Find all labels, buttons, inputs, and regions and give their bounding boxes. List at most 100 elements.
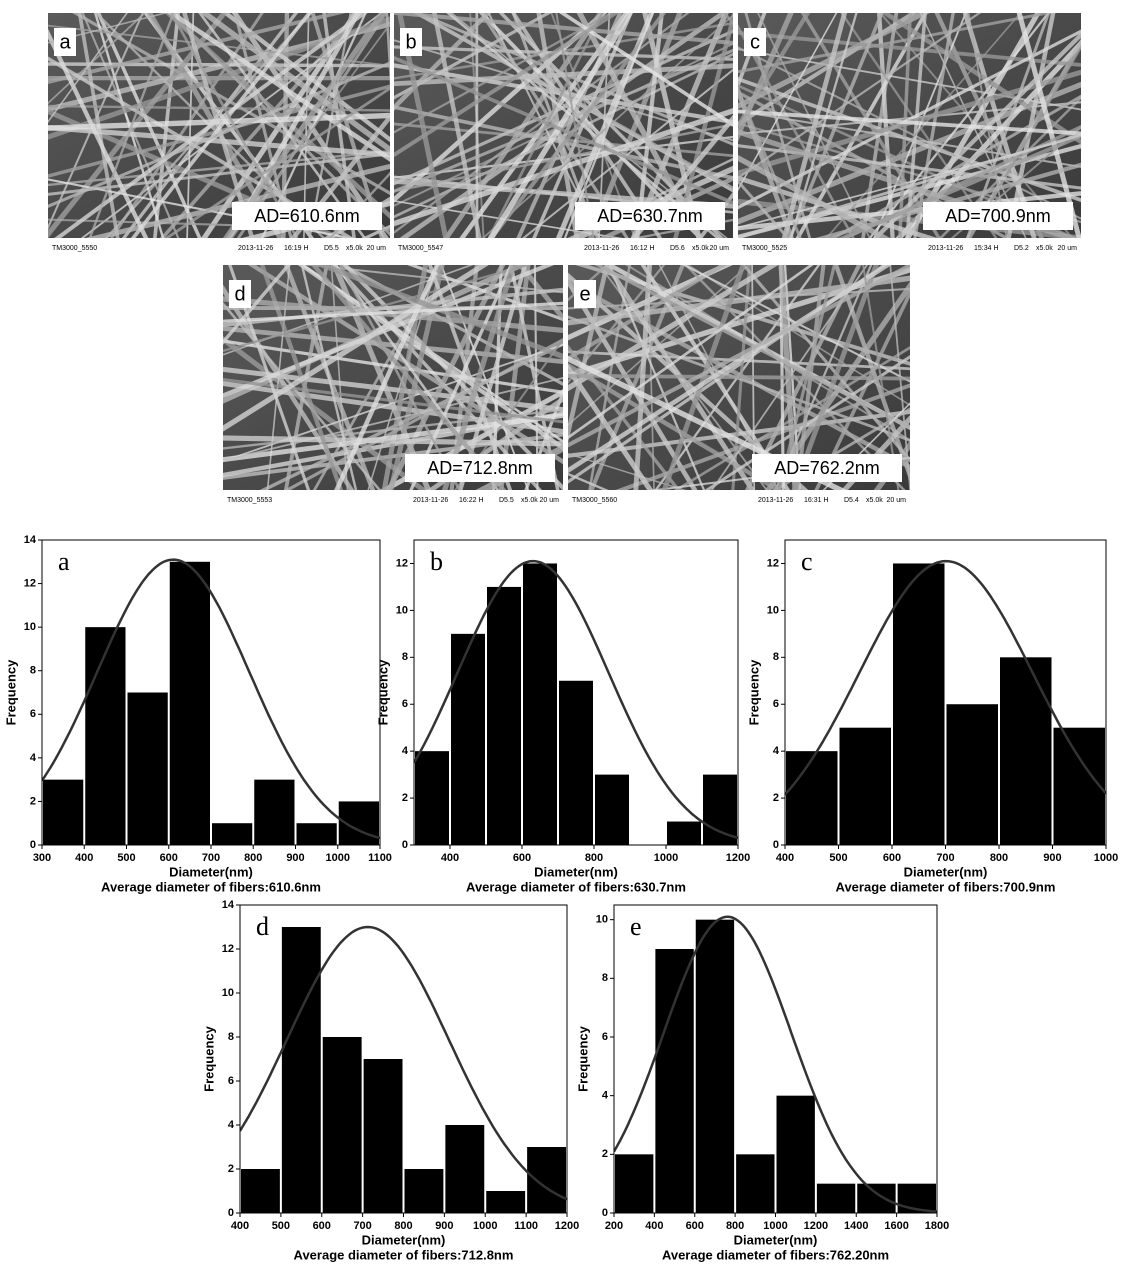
image-label: d bbox=[234, 283, 245, 305]
bar bbox=[840, 728, 892, 845]
y-tick-label: 10 bbox=[596, 914, 608, 926]
y-tick-label: 8 bbox=[228, 1031, 234, 1043]
y-tick-label: 2 bbox=[602, 1148, 608, 1160]
histogram-chart: 024681020040060080010001200140016001800e… bbox=[575, 905, 949, 1262]
y-tick-label: 6 bbox=[402, 698, 408, 710]
x-axis-label: Diameter(nm) bbox=[169, 864, 253, 879]
subtitle: Average diameter of fibers:700.9nm bbox=[836, 879, 1056, 894]
bar bbox=[85, 627, 125, 845]
y-tick-label: 14 bbox=[24, 534, 37, 546]
image-label: a bbox=[59, 31, 71, 53]
sem-footer: x5.0k bbox=[692, 245, 709, 252]
bar bbox=[786, 751, 838, 845]
sem-footer: D5.6 bbox=[670, 245, 685, 252]
bar bbox=[405, 1169, 444, 1213]
sem-footer: 2013-11-26 bbox=[584, 245, 619, 252]
sem-footer: 15:34 H bbox=[974, 245, 999, 252]
sem-footer: 20 um bbox=[367, 245, 387, 252]
y-tick-label: 0 bbox=[228, 1207, 234, 1219]
y-axis-label: Frequency bbox=[575, 1025, 590, 1092]
bar bbox=[212, 823, 252, 845]
x-tick-label: 1200 bbox=[804, 1220, 828, 1232]
bar bbox=[696, 920, 734, 1213]
x-tick-label: 600 bbox=[883, 852, 901, 864]
y-tick-label: 14 bbox=[222, 899, 235, 911]
sem-footer: 2013-11-26 bbox=[928, 245, 963, 252]
y-tick-label: 2 bbox=[773, 792, 779, 804]
bar bbox=[487, 587, 521, 845]
bar bbox=[364, 1059, 403, 1213]
y-tick-label: 10 bbox=[222, 987, 234, 999]
sem-footer: 2013-11-26 bbox=[413, 497, 448, 504]
figure: aAD=610.6nmTM3000_55502013-11-2616:19 HD… bbox=[0, 0, 1121, 1272]
y-tick-label: 8 bbox=[773, 651, 779, 663]
sem-footer: TM3000_5547 bbox=[398, 245, 443, 252]
x-tick-label: 1100 bbox=[514, 1220, 538, 1232]
bar bbox=[170, 562, 210, 845]
bar bbox=[817, 1184, 855, 1213]
x-tick-label: 800 bbox=[726, 1220, 744, 1232]
subtitle: Average diameter of fibers:610.6nm bbox=[101, 879, 321, 894]
average-diameter: AD=700.9nm bbox=[945, 206, 1051, 226]
x-tick-label: 900 bbox=[1043, 852, 1061, 864]
y-axis-label: Frequency bbox=[746, 659, 761, 726]
sem-footer: 20 um bbox=[540, 497, 560, 504]
x-tick-label: 1200 bbox=[726, 852, 750, 864]
x-tick-label: 800 bbox=[585, 852, 603, 864]
y-tick-label: 2 bbox=[228, 1163, 234, 1175]
x-tick-label: 1000 bbox=[763, 1220, 787, 1232]
sem-footer: 2013-11-26 bbox=[238, 245, 273, 252]
subtitle: Average diameter of fibers:712.8nm bbox=[294, 1247, 514, 1262]
x-tick-label: 1000 bbox=[326, 852, 350, 864]
bar bbox=[615, 1154, 653, 1213]
bar bbox=[323, 1037, 362, 1213]
y-tick-label: 6 bbox=[773, 698, 779, 710]
x-tick-label: 600 bbox=[513, 852, 531, 864]
x-tick-label: 500 bbox=[272, 1220, 290, 1232]
bar bbox=[128, 693, 168, 846]
y-tick-label: 12 bbox=[24, 577, 36, 589]
panel-label: a bbox=[58, 547, 70, 576]
image-label: e bbox=[579, 283, 590, 305]
y-tick-label: 0 bbox=[773, 839, 779, 851]
sem-footer: D5.5 bbox=[499, 497, 514, 504]
y-tick-label: 12 bbox=[767, 557, 779, 569]
bar bbox=[445, 1125, 484, 1213]
y-tick-label: 0 bbox=[30, 839, 36, 851]
x-tick-label: 200 bbox=[605, 1220, 623, 1232]
y-tick-label: 0 bbox=[602, 1207, 608, 1219]
bar bbox=[282, 927, 321, 1213]
panel-label: d bbox=[256, 912, 269, 941]
x-tick-label: 1000 bbox=[654, 852, 678, 864]
x-tick-label: 400 bbox=[75, 852, 93, 864]
x-tick-label: 900 bbox=[286, 852, 304, 864]
y-tick-label: 4 bbox=[30, 752, 37, 764]
y-tick-label: 2 bbox=[402, 792, 408, 804]
histogram-chart: 0246810121440050060070080090010001100120… bbox=[201, 899, 579, 1263]
bar bbox=[527, 1147, 566, 1213]
y-tick-label: 2 bbox=[30, 795, 36, 807]
y-tick-label: 4 bbox=[602, 1090, 609, 1102]
sem-footer: D5.4 bbox=[844, 497, 859, 504]
x-tick-label: 800 bbox=[244, 852, 262, 864]
bar bbox=[777, 1096, 815, 1213]
x-axis-label: Diameter(nm) bbox=[534, 864, 618, 879]
panel-label: b bbox=[430, 547, 443, 576]
x-tick-label: 1200 bbox=[555, 1220, 579, 1232]
y-tick-label: 8 bbox=[602, 972, 608, 984]
x-tick-label: 400 bbox=[645, 1220, 663, 1232]
y-axis-label: Frequency bbox=[201, 1025, 216, 1092]
sem-footer: 2013-11-26 bbox=[758, 497, 793, 504]
y-tick-label: 4 bbox=[228, 1119, 235, 1131]
x-tick-label: 400 bbox=[441, 852, 459, 864]
y-tick-label: 4 bbox=[402, 745, 409, 757]
x-tick-label: 700 bbox=[353, 1220, 371, 1232]
y-axis-label: Frequency bbox=[3, 659, 18, 726]
sem-footer: TM3000_5550 bbox=[52, 245, 97, 252]
bar bbox=[451, 634, 485, 845]
x-tick-label: 600 bbox=[686, 1220, 704, 1232]
x-tick-label: 700 bbox=[936, 852, 954, 864]
sem-footer: TM3000_5525 bbox=[742, 245, 787, 252]
average-diameter: AD=712.8nm bbox=[427, 458, 533, 478]
